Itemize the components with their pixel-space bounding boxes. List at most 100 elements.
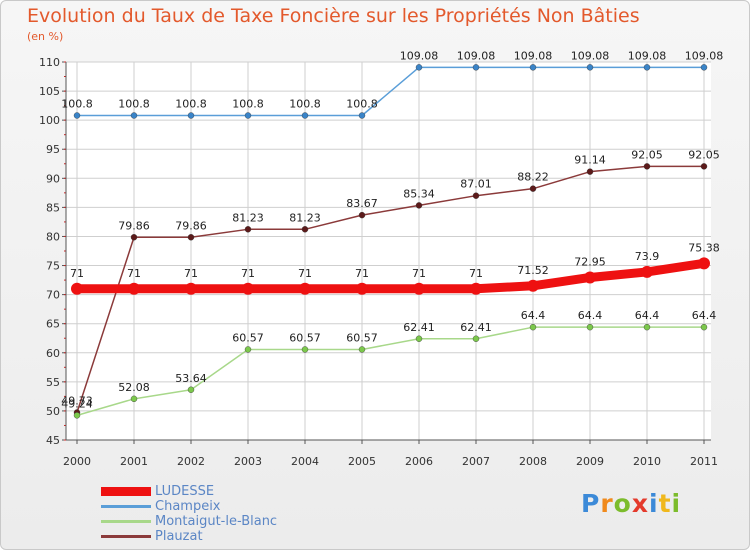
data-label-plauzat: 92.05 bbox=[631, 148, 663, 161]
data-label-champeix: 100.8 bbox=[175, 98, 207, 111]
data-label-montaigut-le-blanc: 64.4 bbox=[578, 309, 603, 322]
data-point-plauzat bbox=[415, 202, 423, 209]
data-point-montaigut-le-blanc bbox=[244, 346, 252, 353]
axis-layer: 45 50 55 60 65 70 75 80 85 90 95 100 105 110 2000 2001 2… bbox=[39, 56, 718, 468]
logo-letter: o bbox=[613, 489, 632, 518]
data-point-champeix bbox=[73, 112, 81, 119]
legend-label-montaigut-le-blanc: Montaigut-le-Blanc bbox=[155, 514, 278, 529]
data-point-champeix bbox=[130, 112, 138, 119]
data-point-ludesse bbox=[470, 282, 482, 295]
data-label-ludesse: 71 bbox=[469, 267, 483, 280]
data-point-montaigut-le-blanc bbox=[472, 335, 480, 342]
data-point-ludesse bbox=[641, 265, 653, 278]
data-point-montaigut-le-blanc bbox=[643, 323, 651, 331]
y-tick-label: 85 bbox=[46, 201, 60, 214]
y-tick-label: 75 bbox=[46, 260, 60, 273]
data-label-montaigut-le-blanc: 64.4 bbox=[692, 309, 717, 322]
data-label-ludesse: 73.9 bbox=[635, 250, 660, 263]
data-point-plauzat bbox=[244, 226, 252, 233]
plot-background bbox=[66, 62, 711, 440]
data-label-champeix: 109.08 bbox=[457, 49, 496, 62]
data-label-plauzat: 91.14 bbox=[574, 154, 606, 167]
x-tick-label: 2008 bbox=[519, 455, 547, 468]
x-tick-label: 2009 bbox=[576, 455, 604, 468]
data-label-ludesse: 71 bbox=[70, 267, 84, 280]
data-label-plauzat: 81.23 bbox=[232, 211, 264, 224]
logo-letter: P bbox=[581, 489, 601, 518]
legend-label-plauzat: Plauzat bbox=[155, 529, 203, 544]
legend-swatch-montaigut-le-blanc bbox=[101, 520, 151, 523]
y-tick-label: 90 bbox=[46, 172, 60, 185]
data-point-plauzat bbox=[586, 168, 594, 175]
data-label-montaigut-le-blanc: 62.41 bbox=[460, 321, 492, 334]
data-point-plauzat bbox=[358, 211, 366, 219]
chart-title: Evolution du Taux de Taxe Foncière sur l… bbox=[27, 5, 640, 27]
series-line-ludesse bbox=[72, 258, 709, 294]
data-point-ludesse bbox=[527, 279, 539, 292]
data-label-champeix: 100.8 bbox=[61, 98, 93, 111]
logo-letter: i bbox=[649, 489, 659, 518]
series-line-plauzat bbox=[76, 165, 705, 414]
y-tick-label: 55 bbox=[46, 376, 60, 389]
data-label-montaigut-le-blanc: 64.4 bbox=[521, 309, 546, 322]
series-line-champeix bbox=[76, 66, 705, 117]
y-tick-label: 80 bbox=[46, 230, 60, 243]
x-tick-label: 2011 bbox=[690, 455, 718, 468]
x-tick-label: 2007 bbox=[462, 455, 490, 468]
data-label-plauzat: 79.86 bbox=[175, 219, 207, 232]
data-point-champeix bbox=[472, 64, 480, 71]
data-label-montaigut-le-blanc: 60.57 bbox=[289, 331, 321, 344]
data-point-champeix bbox=[643, 64, 651, 71]
data-label-champeix: 109.08 bbox=[514, 49, 553, 62]
data-point-ludesse bbox=[71, 282, 83, 295]
data-label-ludesse: 71 bbox=[241, 267, 255, 280]
x-tick-label: 2006 bbox=[405, 455, 433, 468]
data-point-ludesse bbox=[185, 282, 197, 295]
y-axis-unit-label: (en %) bbox=[27, 30, 64, 43]
data-label-plauzat: 81.23 bbox=[289, 211, 321, 224]
data-label-champeix: 109.08 bbox=[628, 49, 667, 62]
y-tick-label: 95 bbox=[46, 143, 60, 156]
data-label-ludesse: 71 bbox=[127, 267, 141, 280]
legend-swatch-ludesse bbox=[101, 487, 151, 496]
data-point-ludesse bbox=[356, 282, 368, 295]
data-point-champeix bbox=[700, 64, 708, 71]
proxiti-logo: Proxiti bbox=[581, 489, 681, 518]
data-point-montaigut-le-blanc bbox=[187, 386, 195, 393]
data-label-montaigut-le-blanc: 64.4 bbox=[635, 309, 660, 322]
data-point-ludesse bbox=[128, 282, 140, 295]
legend-swatch-plauzat bbox=[101, 535, 151, 538]
grid-layer bbox=[66, 61, 711, 441]
data-label-ludesse: 75.38 bbox=[688, 241, 720, 254]
data-label-plauzat: 88.22 bbox=[517, 171, 549, 184]
data-point-champeix bbox=[187, 112, 195, 119]
data-label-champeix: 109.08 bbox=[685, 49, 724, 62]
data-point-ludesse bbox=[242, 282, 254, 295]
data-label-champeix: 100.8 bbox=[289, 98, 321, 111]
data-point-ludesse bbox=[299, 282, 311, 295]
data-label-montaigut-le-blanc: 60.57 bbox=[346, 331, 378, 344]
data-label-plauzat: 92.05 bbox=[688, 148, 720, 161]
data-label-ludesse: 71 bbox=[184, 267, 198, 280]
data-label-plauzat: 79.86 bbox=[118, 219, 150, 232]
data-point-montaigut-le-blanc bbox=[358, 346, 366, 353]
y-tick-label: 50 bbox=[46, 405, 60, 418]
data-label-champeix: 100.8 bbox=[118, 98, 150, 111]
logo-letter: t bbox=[658, 489, 672, 518]
data-point-plauzat bbox=[700, 163, 708, 170]
data-label-ludesse: 71 bbox=[355, 267, 369, 280]
y-tick-label: 110 bbox=[39, 56, 60, 69]
x-tick-label: 2001 bbox=[120, 455, 148, 468]
data-point-champeix bbox=[415, 64, 423, 71]
data-label-champeix: 109.08 bbox=[571, 49, 610, 62]
data-point-plauzat bbox=[130, 234, 138, 241]
y-tick-label: 105 bbox=[39, 85, 60, 98]
data-point-champeix bbox=[529, 64, 537, 71]
data-point-champeix bbox=[586, 64, 594, 71]
data-point-plauzat bbox=[643, 163, 651, 170]
x-tick-label: 2005 bbox=[348, 455, 376, 468]
x-tick-label: 2004 bbox=[291, 455, 319, 468]
series-line-montaigut-le-blanc bbox=[76, 326, 705, 417]
x-tick-label: 2010 bbox=[633, 455, 661, 468]
